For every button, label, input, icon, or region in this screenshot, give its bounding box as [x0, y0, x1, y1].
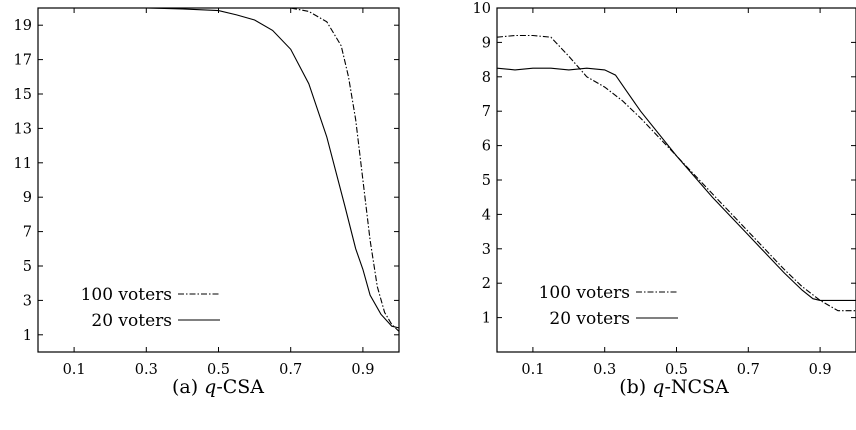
legend-label: 100 voters [81, 285, 172, 305]
x-tick-label: 0.1 [521, 362, 544, 378]
caption-a-italic: q [204, 376, 216, 398]
x-tick-label: 0.3 [135, 362, 158, 378]
x-tick-label: 0.5 [207, 362, 230, 378]
y-tick-label: 11 [14, 156, 32, 172]
y-tick-label: 10 [473, 1, 491, 17]
y-tick-label: 7 [23, 225, 32, 241]
legend-label: 100 voters [539, 283, 630, 303]
x-tick-label: 0.7 [737, 362, 760, 378]
caption-a: (a) q-CSA [172, 376, 264, 398]
caption-b-italic: q [652, 376, 664, 398]
y-tick-label: 19 [14, 18, 32, 34]
y-tick-label: 2 [482, 276, 491, 292]
y-tick-label: 15 [14, 87, 32, 103]
x-tick-label: 0.3 [593, 362, 616, 378]
caption-b: (b) q-NCSA [619, 376, 729, 398]
legend-label: 20 voters [549, 309, 630, 329]
x-tick-label: 0.9 [351, 362, 374, 378]
y-tick-label: 17 [14, 53, 32, 69]
caption-b-prefix: (b) [619, 376, 652, 398]
x-tick-label: 0.7 [279, 362, 302, 378]
series-line-solid [497, 67, 856, 301]
y-tick-label: 9 [23, 190, 32, 206]
caption-a-suffix: -CSA [216, 376, 264, 398]
y-tick-label: 7 [482, 104, 491, 120]
x-tick-label: 0.5 [665, 362, 688, 378]
legend-label: 20 voters [91, 311, 172, 331]
y-tick-label: 13 [14, 121, 32, 137]
series-line-solid [38, 8, 399, 329]
caption-b-suffix: -NCSA [664, 376, 729, 398]
y-tick-label: 1 [23, 328, 32, 344]
y-tick-label: 9 [482, 35, 491, 51]
y-tick-label: 8 [482, 70, 491, 86]
y-tick-label: 3 [482, 242, 491, 258]
y-tick-label: 3 [23, 293, 32, 309]
panel-b: (b) q-NCSA 1 2 3 4 5 6 7 8 9 10 0.1 0.3 0.5 0.7 0.9 100… [473, 1, 856, 398]
y-tick-label: 4 [482, 207, 491, 223]
y-tick-label: 6 [482, 139, 491, 155]
series-line-dashdot [38, 8, 399, 332]
y-tick-label: 5 [482, 173, 491, 189]
x-tick-label: 0.1 [63, 362, 86, 378]
y-tick-label: 1 [482, 311, 491, 327]
caption-a-prefix: (a) [172, 376, 204, 398]
y-tick-label: 5 [23, 259, 32, 275]
x-tick-label: 0.9 [809, 362, 832, 378]
series-line-dashdot [497, 34, 856, 312]
